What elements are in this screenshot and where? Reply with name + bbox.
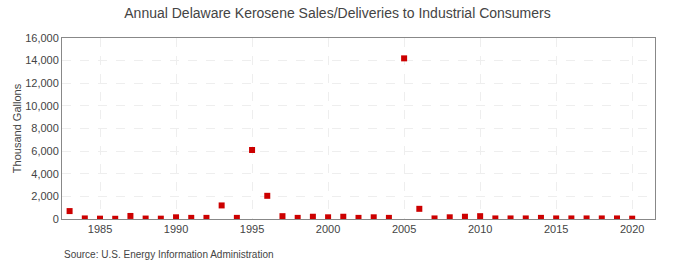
svg-text:1990: 1990 bbox=[164, 223, 188, 235]
svg-text:1995: 1995 bbox=[240, 223, 264, 235]
svg-text:2005: 2005 bbox=[392, 223, 416, 235]
svg-text:12,000: 12,000 bbox=[25, 77, 59, 89]
svg-text:Thousand Gallons: Thousand Gallons bbox=[11, 83, 23, 173]
svg-text:4,000: 4,000 bbox=[31, 168, 59, 180]
svg-text:2020: 2020 bbox=[620, 223, 644, 235]
svg-text:0: 0 bbox=[53, 213, 59, 225]
svg-text:10,000: 10,000 bbox=[25, 100, 59, 112]
svg-text:Source: U.S. Energy Informatio: Source: U.S. Energy Information Administ… bbox=[64, 249, 274, 260]
svg-text:8,000: 8,000 bbox=[31, 122, 59, 134]
svg-text:14,000: 14,000 bbox=[25, 54, 59, 66]
svg-text:Annual Delaware Kerosene Sales: Annual Delaware Kerosene Sales/Deliverie… bbox=[124, 5, 550, 21]
svg-text:16,000: 16,000 bbox=[25, 32, 59, 44]
svg-text:1985: 1985 bbox=[88, 223, 112, 235]
svg-text:2010: 2010 bbox=[468, 223, 492, 235]
svg-text:2000: 2000 bbox=[316, 223, 340, 235]
svg-text:2,000: 2,000 bbox=[31, 190, 59, 202]
svg-text:2015: 2015 bbox=[544, 223, 568, 235]
svg-text:6,000: 6,000 bbox=[31, 145, 59, 157]
